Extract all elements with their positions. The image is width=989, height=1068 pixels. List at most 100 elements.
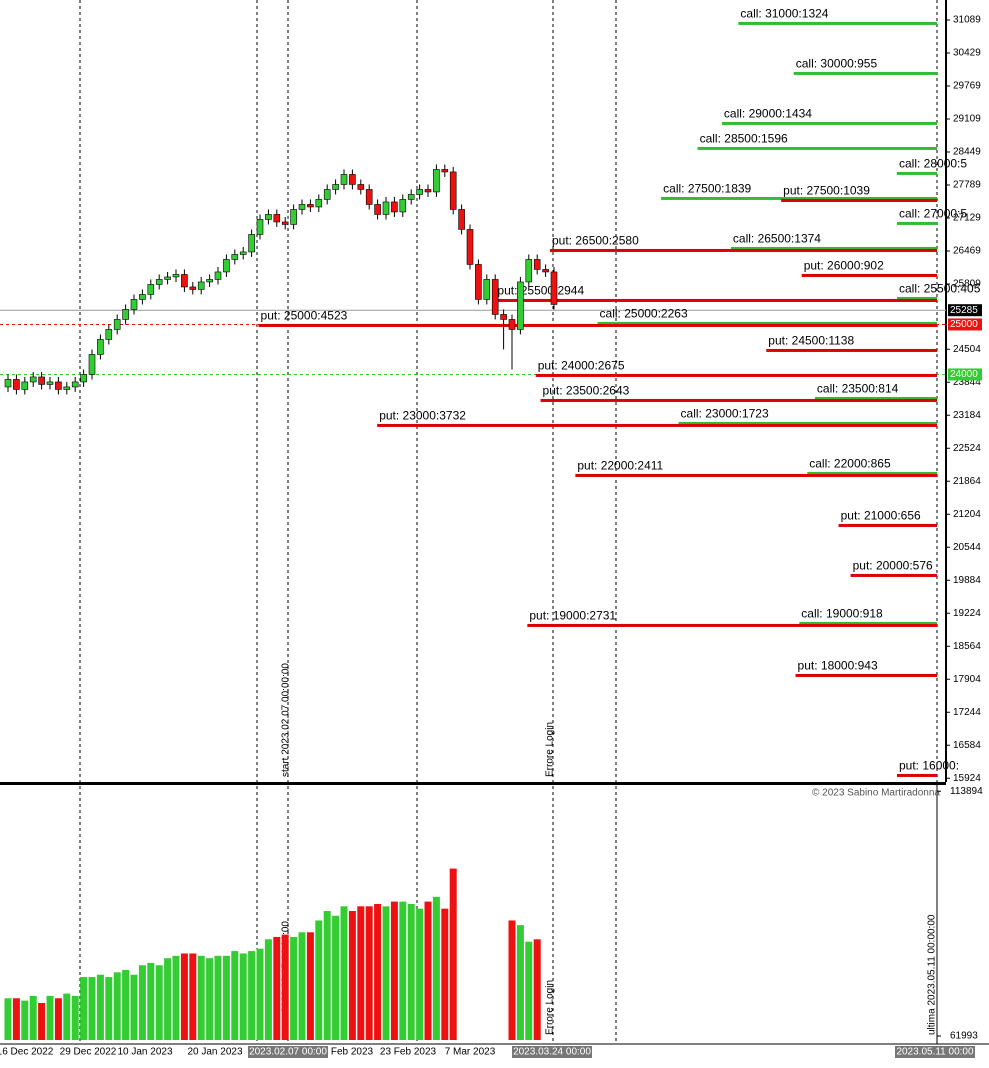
price-tag [948,368,982,381]
volume-bar [340,906,348,1040]
option-level [575,473,937,477]
candle-body [323,189,331,200]
option-level [540,398,937,402]
option-label: put: 22000:2411 [577,459,663,473]
volume-bar [231,951,239,1040]
candle-body [38,376,45,385]
candle-body [315,199,323,208]
candle-body [416,189,423,195]
volume-bar [256,948,264,1040]
volume-bar [122,969,130,1040]
x-tick-label: 16 Dec 2022 [0,1047,54,1058]
y-tick-label: 17904 [953,674,981,685]
candle-body [164,276,171,280]
x-tick-label: 2023.05.11 00:00 [896,1047,974,1058]
y-tick-label: 27789 [953,180,981,191]
candle-body [357,184,365,190]
candle-body [273,214,281,223]
option-level [897,296,937,300]
candle-body [298,204,306,210]
candle-body [172,274,180,278]
candle-body [399,199,407,213]
y-tick-label: 25809 [953,279,981,290]
volume-bar [315,920,323,1040]
volume-bar [533,939,541,1040]
candle-body [105,329,113,340]
last-note: ultima 2023.05.11 00:00:00 [927,914,938,1035]
option-level [661,196,937,200]
price-tag-label: 25285 [950,305,978,316]
volume-bar [222,955,230,1040]
y-tick-label: 18564 [953,641,981,652]
option-level [781,198,937,202]
option-label: call: 27500:1839 [663,182,751,196]
volume-bar [12,998,20,1040]
x-tick-label: 23 Feb 2023 [380,1047,437,1058]
volume-bar [432,896,440,1040]
candle-body [63,386,71,390]
option-level [697,146,937,150]
option-label: put: 19000:2731 [529,609,616,623]
volume-bar [416,908,424,1040]
candle-body [517,281,524,330]
candle-body [340,174,348,185]
candle-body [475,264,482,300]
option-label: put: 18000:943 [798,659,878,673]
y-tick-label: 61993 [950,1031,978,1042]
volume-bar [332,915,340,1040]
candle-body [71,381,79,388]
candle-body [181,274,188,288]
start-note: start 2023.02.07 00:00:00 [281,663,292,777]
candle-body [88,354,96,375]
volume-bar [348,911,356,1040]
option-level [897,221,937,225]
candle-body [491,279,499,315]
time-tag [248,1046,328,1058]
volume-bar [365,906,373,1040]
volume-bar [357,906,365,1040]
candle-body [265,214,272,220]
candle-body [332,184,339,190]
option-level [550,248,937,252]
x-tick-label: 10 Jan 2023 [117,1047,172,1058]
option-level [897,171,937,175]
option-level [721,121,937,125]
volume-bar [323,911,331,1040]
volume-bar [390,901,398,1040]
volume-bar [449,868,457,1040]
candle-body [281,221,289,225]
volume-bar [63,993,71,1040]
candle-body [508,319,516,330]
candle-body [80,374,87,383]
option-level [850,573,937,577]
volume-bar [214,955,222,1040]
volume-bar [306,932,314,1040]
volume-bar [96,974,104,1040]
candle-body [206,279,213,283]
x-tick-label: 7 Mar 2023 [445,1047,496,1058]
volume-bar [298,932,306,1040]
option-label: put: 25500:2944 [497,284,584,298]
x-tick-label: 2023.03.24 00:00 [513,1047,591,1058]
option-label: call: 25500:405 [899,282,981,296]
candle-body [382,201,390,215]
candle-body [248,234,255,253]
price-tag [948,318,982,331]
option-label: call: 29000:1434 [724,107,812,121]
candle-body [113,319,121,330]
option-label: put: 26500:2580 [552,234,639,248]
volume-bar [29,995,37,1040]
y-tick-label: 20544 [953,542,981,553]
volume-bar [54,998,62,1040]
volume-bar [197,955,205,1040]
y-tick-label: 22524 [953,443,981,454]
panel-separator [0,782,946,785]
volume-bar [189,953,197,1040]
y-tick-label: 26469 [953,246,981,257]
option-label: put: 21000:656 [841,509,921,523]
volume-bar [407,903,415,1040]
option-label: call: 27000:5 [899,207,967,221]
y-tick-label: 15924 [953,773,981,784]
volume-bar [46,995,54,1040]
option-label: call: 19000:918 [801,607,883,621]
